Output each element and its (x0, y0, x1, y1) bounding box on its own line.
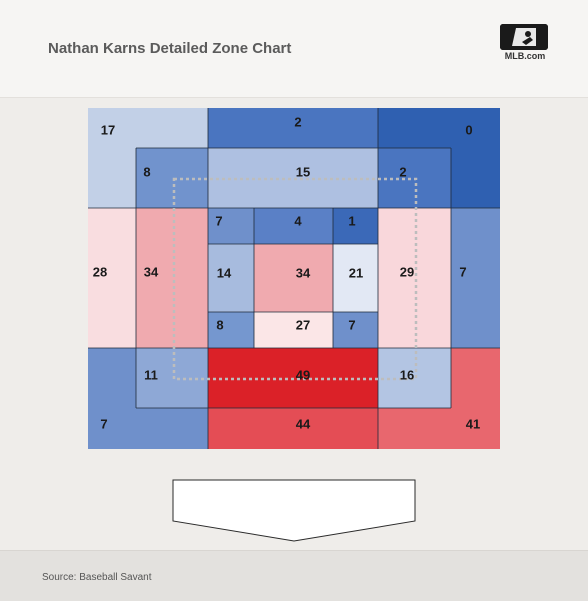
zone-label-outer-bottom-right: 41 (466, 416, 480, 431)
zone-mid-top (208, 148, 378, 208)
source-note: Source: Baseball Savant (42, 572, 152, 583)
zone-outer-bottom-right (378, 348, 500, 449)
strike-zone-outline (172, 177, 418, 381)
zone-label-inner-8: 27 (296, 317, 310, 332)
zone-label-inner-6: 21 (349, 265, 363, 280)
zone-outer-top (208, 108, 378, 148)
zone-outer-top-left (88, 108, 208, 208)
zone-label-mid-bottom-left: 11 (144, 367, 158, 382)
zone-label-outer-top-right: 0 (465, 122, 472, 137)
zone-outer-left (88, 208, 136, 348)
zone-inner-2 (254, 208, 333, 244)
zone-label-mid-left: 34 (144, 264, 159, 279)
zone-inner-1 (208, 208, 254, 244)
zone-label-inner-7: 8 (216, 317, 223, 332)
mlb-logo: MLB.com (498, 24, 552, 64)
home-plate (172, 479, 416, 542)
zone-mid-right (378, 208, 451, 348)
zone-label-mid-top-right: 2 (399, 164, 406, 179)
chart-footer: Source: Baseball Savant (0, 550, 588, 601)
zone-outer-top-right (378, 108, 500, 208)
zone-label-outer-right: 7 (459, 264, 466, 279)
zone-inner-8 (254, 312, 333, 348)
zone-inner-9 (333, 312, 378, 348)
zone-label-outer-left: 28 (93, 264, 107, 279)
zone-inner-5 (254, 244, 333, 312)
zone-label-mid-top: 15 (296, 164, 310, 179)
mlb-logo-icon (500, 24, 548, 50)
zone-label-mid-right: 29 (400, 264, 414, 279)
zone-label-inner-5: 34 (296, 265, 311, 280)
mlb-logo-text: MLB.com (504, 51, 546, 61)
zone-outer-bottom-left (88, 348, 208, 449)
zone-label-mid-bottom-right: 16 (400, 367, 414, 382)
zone-inner-6 (333, 244, 378, 312)
zone-label-inner-2: 4 (294, 213, 302, 228)
zone-mid-bottom-right (378, 348, 451, 408)
zone-label-outer-top-left: 17 (101, 122, 115, 137)
zone-label-inner-1: 7 (215, 213, 222, 228)
zone-inner-3 (333, 208, 378, 244)
zone-label-mid-top-left: 8 (143, 164, 150, 179)
zone-label-inner-3: 1 (348, 213, 355, 228)
zone-inner-7 (208, 312, 254, 348)
zone-mid-bottom-left (136, 348, 208, 408)
zone-inner-4 (208, 244, 254, 312)
zone-label-inner-4: 14 (217, 265, 232, 280)
zone-outer-bottom (208, 408, 378, 449)
zone-label-outer-bottom: 44 (296, 416, 311, 431)
zone-label-inner-9: 7 (348, 317, 355, 332)
chart-title: Nathan Karns Detailed Zone Chart (48, 40, 292, 57)
zone-outer-right (451, 208, 500, 348)
zone-label-outer-bottom-left: 7 (100, 416, 107, 431)
zone-mid-top-left (136, 148, 208, 208)
zone-label-outer-top: 2 (294, 114, 301, 129)
zone-label-mid-bottom: 49 (296, 367, 310, 382)
chart-header: Nathan Karns Detailed Zone Chart MLB.com (0, 0, 588, 98)
zone-mid-left (136, 208, 208, 348)
zone-chart: 17 2 0 8 15 2 28 34 29 7 7 4 1 14 34 21 8 27 7 11 49 16 7 44 41 (0, 98, 588, 550)
